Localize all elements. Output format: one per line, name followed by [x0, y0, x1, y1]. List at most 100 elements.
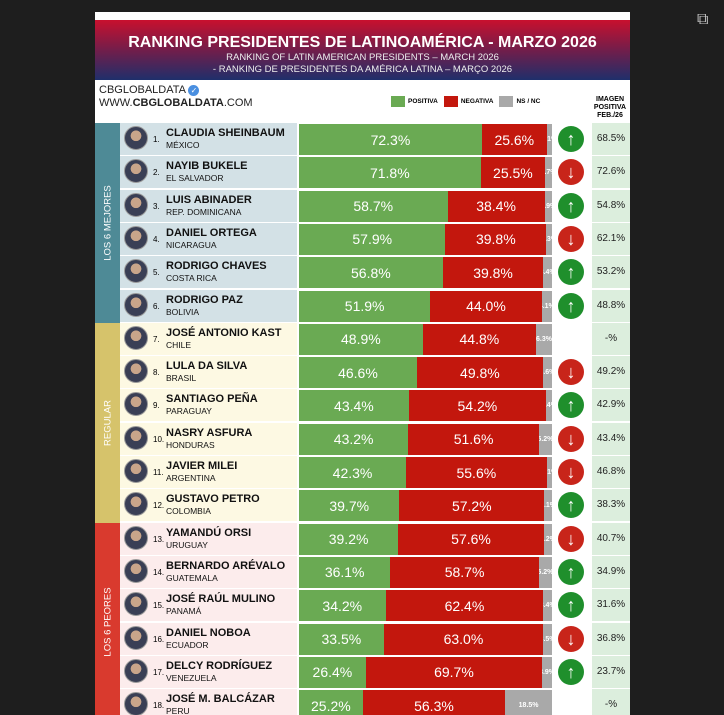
president-photo	[124, 292, 148, 317]
president-name: BERNARDO ARÉVALO	[166, 559, 286, 572]
verified-icon: ✓	[188, 85, 200, 96]
feb-positive: 72.6%	[592, 156, 630, 189]
approval-bar: 42.3% 55.6% 2.1%	[299, 457, 552, 488]
prev-header: IMAGEN POSITIVA FEB./26	[593, 96, 627, 119]
trend-up-icon: ↑	[558, 292, 584, 319]
trend-down-icon: ↓	[558, 625, 584, 652]
country: NICARAGUA	[166, 239, 217, 250]
ranking-infographic: RANKING PRESIDENTES DE LATINOAMÉRICA - M…	[95, 12, 630, 715]
rank: 4.	[153, 234, 160, 244]
legend-label: NEGATIVA	[460, 98, 494, 106]
name-panel: 2. NAYIB BUKELE EL SALVADOR	[120, 156, 297, 189]
approval-bar: 43.4% 54.2% 2.4%	[299, 390, 552, 422]
name-panel: 17. DELCY RODRÍGUEZ VENEZUELA	[120, 655, 297, 688]
bar-negative: 39.8%	[442, 257, 544, 289]
president-name: JOSÉ RAÚL MULINO	[166, 593, 276, 606]
name-panel: 13. YAMANDÚ ORSI URUGUAY	[120, 522, 297, 555]
president-photo	[124, 692, 148, 715]
legend: POSITIVA NEGATIVA NS / NC	[391, 96, 540, 107]
feb-positive: 34.9%	[592, 555, 630, 588]
brand-url-main: CBGLOBALDATA	[132, 97, 224, 109]
approval-bar: 72.3% 25.6% 2.1%	[299, 124, 552, 155]
approval-bar: 43.2% 51.6% 5.2%	[299, 423, 552, 455]
country: GUATEMALA	[166, 572, 218, 583]
legend-swatch	[391, 96, 405, 107]
legend-label: NS / NC	[516, 98, 541, 106]
country: ECUADOR	[166, 639, 209, 650]
bar-nsnc: 5.2%	[538, 423, 552, 455]
bar-positive: 71.8%	[299, 157, 481, 189]
name-panel: 3. LUIS ABINADER REP. DOMINICANA	[120, 189, 297, 222]
president-photo	[124, 359, 148, 384]
president-name: NASRY ASFURA	[166, 426, 253, 439]
bar-positive: 25.2%	[299, 690, 363, 715]
legend-swatch	[443, 96, 458, 107]
president-row: 15. JOSÉ RAÚL MULINO PANAMÁ 34.2% 62.4% …	[120, 589, 630, 622]
president-row: 17. DELCY RODRÍGUEZ VENEZUELA 26.4% 69.7…	[120, 655, 630, 689]
bar-negative: 51.6%	[408, 423, 539, 455]
president-name: DANIEL ORTEGA	[166, 226, 257, 239]
president-photo	[124, 592, 148, 617]
trend-up-icon: ↑	[558, 658, 584, 685]
name-panel: 10. NASRY ASFURA HONDURAS	[120, 422, 297, 455]
name-panel: 7. JOSÉ ANTONIO KAST CHILE	[120, 322, 297, 355]
bar-negative: 44.0%	[430, 290, 542, 322]
bar-positive: 46.6%	[299, 357, 417, 389]
name-panel: 16. DANIEL NOBOA ECUADOR	[120, 622, 297, 655]
president-name: SANTIAGO PEÑA	[166, 393, 258, 406]
approval-bar: 58.7% 38.4% 2.9%	[299, 190, 552, 222]
open-external-icon[interactable]: ⧉	[697, 11, 709, 28]
president-name: JOSÉ ANTONIO KAST	[166, 326, 282, 339]
bar-nsnc: 3.2%	[543, 523, 552, 555]
bar-nsnc: 3.4%	[543, 590, 552, 622]
president-name: LULA DA SILVA	[166, 360, 248, 373]
feb-positive: 54.8%	[592, 189, 630, 222]
bar-positive: 43.4%	[299, 390, 409, 422]
name-panel: 6. RODRIGO PAZ BOLIVIA	[120, 289, 297, 322]
president-photo	[124, 126, 148, 150]
country: BOLIVIA	[166, 306, 200, 317]
bar-negative: 62.4%	[385, 590, 544, 622]
president-row: 3. LUIS ABINADER REP. DOMINICANA 58.7% 3…	[120, 189, 630, 223]
rank: 17.	[153, 667, 165, 677]
legend-swatch	[499, 96, 514, 107]
bar-positive: 33.5%	[299, 623, 384, 655]
country: REP. DOMINICANA	[166, 206, 242, 217]
trend-up-icon: ↑	[558, 392, 584, 419]
feb-positive: 38.3%	[592, 489, 630, 522]
president-name: DELCY RODRÍGUEZ	[166, 659, 273, 672]
country: PANAMÁ	[166, 606, 202, 617]
president-photo	[124, 625, 148, 650]
rank: 13.	[153, 534, 165, 544]
country: BRASIL	[166, 373, 197, 384]
brand: CBGLOBALDATA ✓ WWW.CBGLOBALDATA.COM	[99, 84, 253, 110]
approval-bar: 39.7% 57.2% 3.1%	[299, 490, 552, 522]
president-photo	[124, 658, 148, 683]
bar-nsnc: 3.6%	[542, 357, 552, 389]
bar-nsnc: 3.4%	[543, 257, 552, 289]
rank: 10.	[153, 434, 165, 444]
bar-nsnc: 6.3%	[536, 323, 552, 355]
brand-name: CBGLOBALDATA	[99, 84, 186, 96]
group-label: REGULAR	[102, 399, 113, 446]
group-band: LOS 6 MEJORES	[95, 123, 120, 323]
brand-url-suffix: .COM	[223, 97, 253, 109]
approval-bar: 25.2% 56.3% 18.5%	[299, 690, 552, 715]
president-name: CLAUDIA SHEINBAUM	[166, 127, 285, 139]
president-row: 12. GUSTAVO PETRO COLOMBIA 39.7% 57.2% 3…	[120, 489, 630, 522]
chart-title: RANKING PRESIDENTES DE LATINOAMÉRICA - M…	[128, 34, 597, 51]
president-row: 9. SANTIAGO PEÑA PARAGUAY 43.4% 54.2% 2.…	[120, 389, 630, 422]
trend-down-icon: ↓	[558, 225, 584, 252]
approval-bar: 33.5% 63.0% 3.5%	[299, 623, 552, 655]
feb-positive: 43.4%	[592, 422, 630, 455]
feb-positive: 40.7%	[592, 522, 630, 555]
feb-positive: 46.8%	[592, 456, 630, 488]
rank: 15.	[153, 601, 165, 611]
name-panel: 15. JOSÉ RAÚL MULINO PANAMÁ	[120, 589, 297, 622]
approval-bar: 48.9% 44.8% 6.3%	[299, 323, 552, 355]
feb-positive: 31.6%	[592, 589, 630, 622]
bar-nsnc: 4.1%	[541, 290, 552, 322]
group-label: LOS 6 PEORES	[102, 587, 113, 658]
feb-positive: 36.8%	[592, 622, 630, 655]
bar-nsnc: 2.1%	[546, 457, 552, 488]
